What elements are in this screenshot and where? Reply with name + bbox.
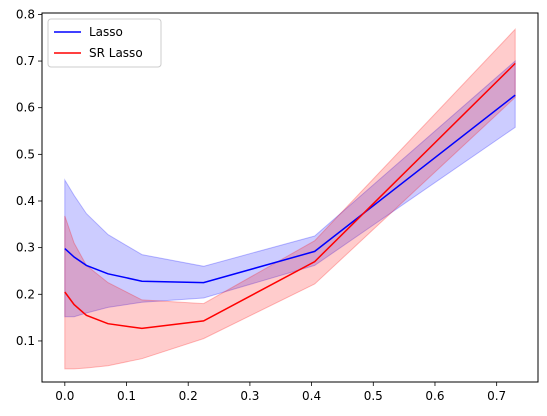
legend: Lasso SR Lasso <box>47 18 162 68</box>
x-tick-label: 0.0 <box>55 389 74 403</box>
legend-box <box>47 18 162 68</box>
x-axis: 0.0 0.1 0.2 0.3 0.4 0.5 0.6 0.7 <box>55 382 506 403</box>
confidence-bands <box>64 28 516 370</box>
legend-label-sr-lasso: SR Lasso <box>89 46 143 60</box>
x-tick-label: 0.6 <box>425 389 444 403</box>
plot-frame <box>41 12 539 383</box>
y-tick-label: 0.8 <box>16 7 35 21</box>
sr-lasso-line <box>64 62 516 330</box>
lasso-band <box>64 59 516 318</box>
x-tick-label: 0.1 <box>117 389 136 403</box>
series-lines <box>64 62 516 330</box>
y-tick-label: 0.5 <box>16 147 35 161</box>
x-tick-label: 0.4 <box>302 389 321 403</box>
y-axis: 0.1 0.2 0.3 0.4 0.5 0.6 0.7 0.8 <box>16 7 42 348</box>
y-tick-label: 0.7 <box>16 54 35 68</box>
legend-label-lasso: Lasso <box>89 25 123 39</box>
x-tick-label: 0.2 <box>179 389 198 403</box>
y-tick-label: 0.2 <box>16 287 35 301</box>
sr-lasso-band <box>64 28 516 370</box>
x-tick-label: 0.5 <box>364 389 383 403</box>
y-tick-label: 0.4 <box>16 194 35 208</box>
y-tick-label: 0.6 <box>16 101 35 115</box>
x-tick-label: 0.7 <box>487 389 506 403</box>
lasso-line <box>64 94 516 284</box>
x-tick-label: 0.3 <box>240 389 259 403</box>
y-tick-label: 0.3 <box>16 241 35 255</box>
y-tick-label: 0.1 <box>16 334 35 348</box>
